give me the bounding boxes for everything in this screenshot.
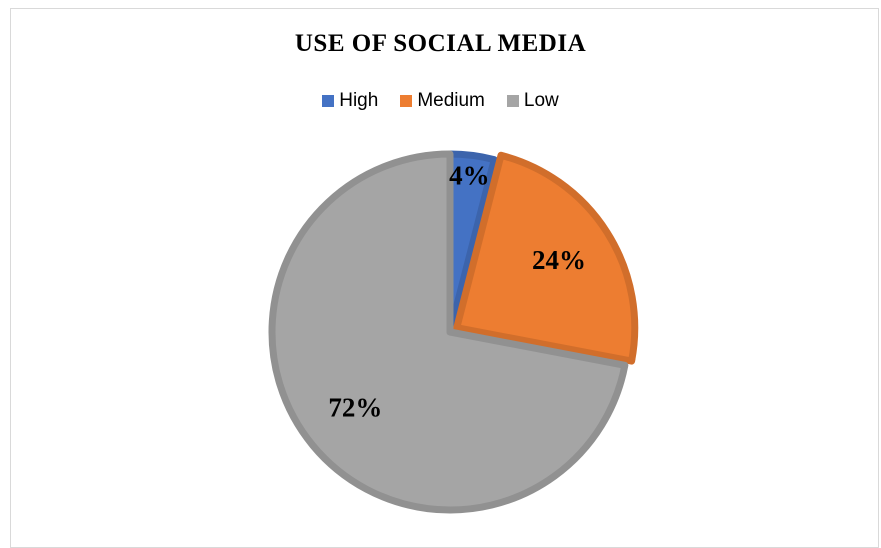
pie-slice-low bbox=[268, 150, 629, 514]
legend-swatch-low bbox=[506, 95, 519, 107]
legend-swatch-medium bbox=[400, 95, 413, 107]
data-label-high: 4% bbox=[449, 161, 490, 191]
chart-legend: High Medium Low bbox=[0, 90, 881, 112]
data-label-low: 72% bbox=[328, 392, 382, 422]
legend-label-low: Low bbox=[523, 90, 559, 111]
legend-swatch-high bbox=[322, 95, 335, 107]
pie-chart: 4% 24% 72% bbox=[268, 150, 639, 514]
pie-labels: 4% 24% 72% bbox=[328, 161, 586, 423]
legend-item-medium: Medium bbox=[400, 90, 485, 112]
data-label-medium: 24% bbox=[532, 245, 586, 275]
legend-item-low: Low bbox=[506, 90, 559, 112]
legend-item-high: High bbox=[322, 90, 378, 112]
pie-slice-medium bbox=[453, 151, 639, 365]
legend-label-medium: Medium bbox=[417, 90, 485, 111]
chart-title: USE OF SOCIAL MEDIA bbox=[294, 30, 587, 57]
pie-slices bbox=[268, 150, 639, 514]
legend-label-high: High bbox=[339, 90, 379, 111]
